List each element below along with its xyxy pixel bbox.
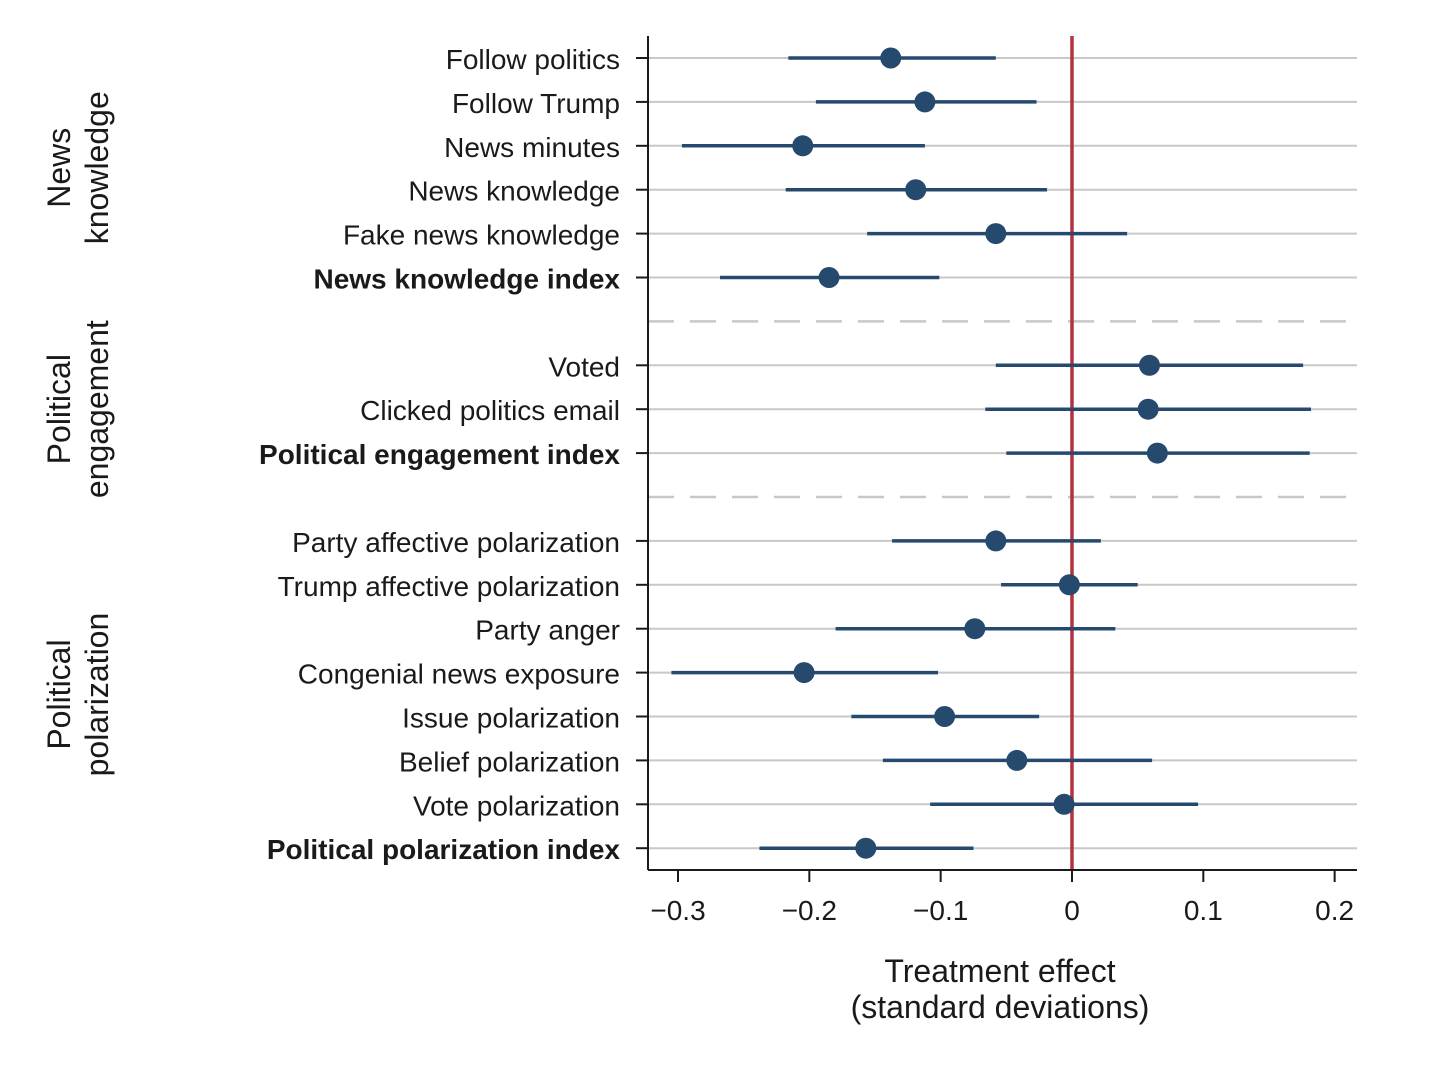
row-label: Clicked politics email bbox=[360, 395, 620, 426]
x-tick-label: 0.1 bbox=[1184, 895, 1223, 926]
group-label: Political polarization bbox=[41, 613, 115, 777]
row-label: Vote polarization bbox=[413, 790, 620, 821]
row-label: News knowledge index bbox=[313, 264, 620, 295]
estimate-point bbox=[905, 179, 927, 201]
x-tick-label: 0.2 bbox=[1315, 895, 1354, 926]
estimate-point bbox=[985, 223, 1007, 245]
axes: −0.3 −0.2 −0.1 0 0.1 0.2 bbox=[636, 36, 1357, 926]
row-label: Follow politics bbox=[446, 44, 620, 75]
estimate-point bbox=[1058, 574, 1080, 596]
estimate-point bbox=[818, 267, 840, 288]
row-label: News knowledge bbox=[408, 176, 620, 207]
group-label-line2: engagement bbox=[79, 320, 115, 498]
row-label: Voted bbox=[548, 351, 620, 382]
group-separators bbox=[648, 320, 1357, 499]
estimate-point bbox=[880, 47, 902, 69]
group-label-line2: knowledge bbox=[79, 91, 115, 244]
row-label: News minutes bbox=[444, 132, 620, 163]
row-label: Issue polarization bbox=[402, 703, 620, 734]
estimate-point bbox=[1138, 354, 1160, 376]
row-label: Party anger bbox=[475, 615, 620, 646]
data-marks bbox=[671, 47, 1312, 859]
x-axis-title-line1: Treatment effect bbox=[884, 953, 1115, 989]
estimate-point bbox=[1146, 442, 1168, 464]
estimate-point bbox=[934, 706, 956, 727]
row-label: Political polarization index bbox=[267, 834, 621, 865]
row-label: Trump affective polarization bbox=[278, 571, 620, 602]
group-label-line2: polarization bbox=[79, 613, 115, 777]
estimate-point bbox=[914, 91, 936, 113]
x-tick-label: 0 bbox=[1064, 895, 1080, 926]
row-label: Follow Trump bbox=[452, 88, 620, 119]
estimate-point bbox=[1053, 793, 1075, 815]
x-axis-title-line2: (standard deviations) bbox=[851, 989, 1150, 1025]
estimate-point bbox=[793, 662, 815, 684]
group-label: Political engagement bbox=[41, 320, 115, 498]
group-label-line1: Political bbox=[41, 639, 77, 749]
estimate-point bbox=[855, 837, 877, 859]
group-label-line1: Political bbox=[41, 354, 77, 464]
x-tick-label: −0.2 bbox=[782, 895, 837, 926]
group-label-line1: News bbox=[41, 128, 77, 208]
row-label: Fake news knowledge bbox=[343, 220, 620, 251]
estimate-point bbox=[964, 618, 986, 640]
row-labels: Follow politics Follow Trump News minutes N… bbox=[259, 44, 620, 865]
x-tick-label: −0.3 bbox=[650, 895, 705, 926]
estimate-point bbox=[792, 135, 814, 157]
estimate-point bbox=[1006, 749, 1028, 771]
x-tick-label: −0.1 bbox=[913, 895, 968, 926]
group-label: News knowledge bbox=[41, 91, 115, 244]
row-label: Political engagement index bbox=[259, 439, 620, 470]
row-label: Party affective polarization bbox=[292, 527, 620, 558]
estimate-point bbox=[985, 530, 1007, 552]
row-label: Congenial news exposure bbox=[298, 659, 620, 690]
estimate-point bbox=[1137, 398, 1159, 420]
row-label: Belief polarization bbox=[399, 746, 620, 777]
